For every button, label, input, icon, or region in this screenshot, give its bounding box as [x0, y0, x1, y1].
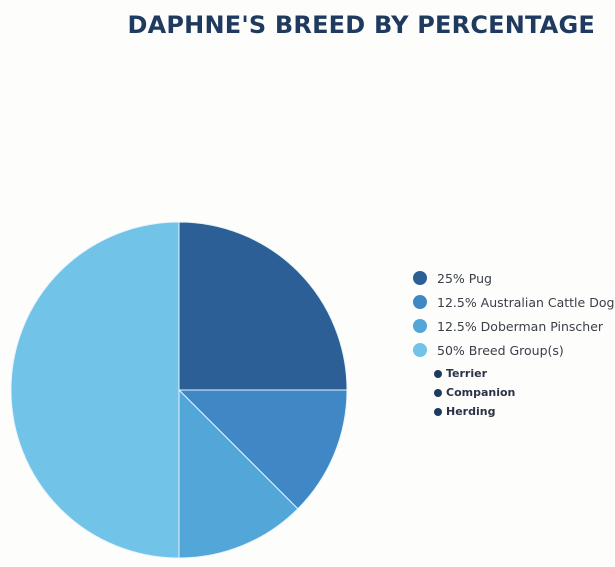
pie-slice-australian-cattle-dog [177, 389, 348, 510]
chart-title: DAPHNE'S BREED BY PERCENTAGE [127, 11, 595, 39]
bullet-icon [434, 407, 442, 416]
legend-swatch-icon [413, 295, 427, 309]
legend-label: 25% Pug [437, 270, 492, 286]
sub-item-herding: Herding [434, 402, 614, 421]
pie-slice-pug [178, 221, 348, 391]
sub-item-companion: Companion [434, 383, 614, 402]
sub-item-label: Companion [446, 386, 516, 399]
legend-swatch-icon [413, 343, 427, 357]
legend: 25% Pug 12.5% Australian Cattle Dog 12.5… [413, 266, 614, 421]
legend-swatch-icon [413, 319, 427, 333]
sub-item-label: Terrier [446, 367, 488, 380]
breed-group-sublist: Terrier Companion Herding [434, 364, 614, 421]
bullet-icon [434, 369, 442, 378]
legend-item-doberman-pinscher: 12.5% Doberman Pinscher [413, 314, 614, 338]
legend-label: 50% Breed Group(s) [437, 342, 564, 358]
legend-item-breed-groups: 50% Breed Group(s) [413, 338, 614, 362]
legend-label: 12.5% Australian Cattle Dog [437, 294, 615, 310]
legend-label: 12.5% Doberman Pinscher [437, 318, 604, 334]
legend-swatch-icon [413, 271, 427, 285]
pie-slice-doberman-pinscher [178, 388, 299, 559]
legend-item-pug: 25% Pug [413, 266, 614, 290]
sub-item-label: Herding [446, 405, 496, 418]
bullet-icon [434, 388, 442, 397]
sub-item-terrier: Terrier [434, 364, 614, 383]
pie-slice-breed-group-s [10, 221, 180, 559]
legend-item-australian-cattle-dog: 12.5% Australian Cattle Dog [413, 290, 614, 314]
